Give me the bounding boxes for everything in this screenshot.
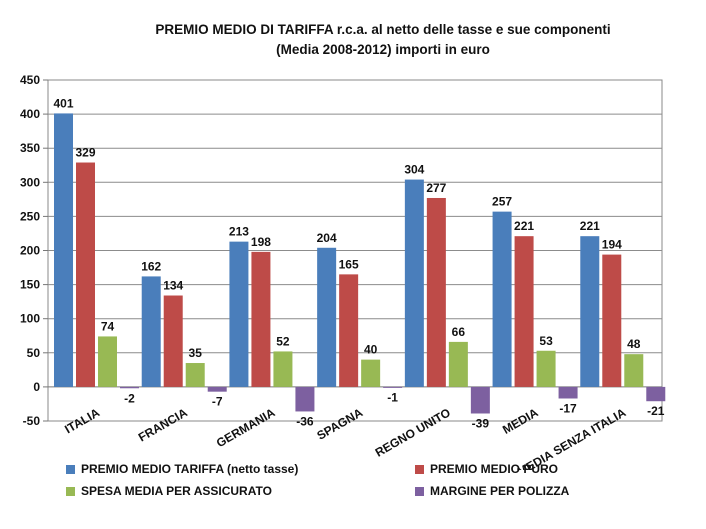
legend-label: SPESA MEDIA PER ASSICURATO <box>81 484 272 498</box>
data-label: 134 <box>163 279 183 293</box>
category-label: GERMANIA <box>214 405 278 450</box>
legend-item: PREMIO MEDIO TARIFFA (netto tasse) <box>66 462 298 476</box>
y-tick-label: 50 <box>27 346 41 360</box>
y-tick-label: 350 <box>20 141 40 155</box>
legend-item: SPESA MEDIA PER ASSICURATO <box>66 484 272 498</box>
legend-item: MARGINE PER POLIZZA <box>415 484 569 498</box>
data-label: 48 <box>627 337 641 351</box>
data-label: 74 <box>101 319 115 333</box>
bar <box>251 251 271 387</box>
legend-label: PREMIO MEDIO PURO <box>430 462 559 476</box>
bar <box>514 236 534 387</box>
bar <box>361 359 381 387</box>
bar <box>448 341 468 387</box>
bar <box>602 254 622 387</box>
bar <box>76 162 95 387</box>
data-label: 53 <box>539 334 553 348</box>
data-label: 40 <box>364 343 378 357</box>
legend-item: PREMIO MEDIO PURO <box>415 462 558 476</box>
legend-swatch <box>66 464 75 474</box>
data-label: 329 <box>75 146 95 160</box>
category-label: ITALIA <box>62 405 102 436</box>
category-label: REGNO UNITO <box>373 405 453 459</box>
data-label: 66 <box>452 325 466 339</box>
data-label: -21 <box>647 404 665 418</box>
chart-title-block: PREMIO MEDIO DI TARIFFA r.c.a. al netto … <box>60 20 706 60</box>
data-label: 165 <box>339 257 359 271</box>
y-tick-label: 450 <box>20 73 40 87</box>
bar <box>426 197 446 387</box>
y-tick-label: -50 <box>23 414 41 428</box>
data-label: 194 <box>602 238 622 252</box>
bar <box>229 241 249 387</box>
bar <box>120 386 139 389</box>
bar <box>273 351 293 387</box>
data-label: 257 <box>492 195 512 209</box>
data-label: -7 <box>212 395 223 409</box>
bar <box>404 179 424 387</box>
y-tick-label: 250 <box>20 209 40 223</box>
bar <box>98 336 117 387</box>
bar <box>295 386 315 412</box>
legend-label: MARGINE PER POLIZZA <box>430 484 570 498</box>
category-label: FRANCIA <box>136 405 190 444</box>
bar <box>624 354 644 387</box>
bar <box>317 247 337 387</box>
data-label: -1 <box>387 391 398 405</box>
data-label: 401 <box>53 96 73 110</box>
data-label: 221 <box>580 219 600 233</box>
data-label: -39 <box>472 416 490 430</box>
y-tick-label: 400 <box>20 107 40 121</box>
data-label: 162 <box>141 259 161 273</box>
data-label: 204 <box>317 231 337 245</box>
legend-label: PREMIO MEDIO TARIFFA (netto tasse) <box>81 462 299 476</box>
bar <box>185 363 205 387</box>
bar <box>339 274 359 387</box>
bar <box>141 276 161 387</box>
bar <box>383 386 403 388</box>
data-label: 213 <box>229 225 249 239</box>
bar <box>536 350 556 387</box>
y-tick-label: 300 <box>20 175 40 189</box>
bar <box>163 295 183 387</box>
data-label: 221 <box>514 219 534 233</box>
bar <box>580 236 600 387</box>
y-tick-label: 200 <box>20 244 40 258</box>
y-tick-label: 0 <box>33 380 40 394</box>
data-label: 277 <box>426 181 446 195</box>
bar <box>470 386 490 414</box>
data-label: 35 <box>189 346 203 360</box>
category-label: SPAGNA <box>314 405 365 443</box>
bar <box>207 386 227 392</box>
legend-swatch <box>415 486 424 496</box>
bar-chart: -50 0 50 100 150 200 250 300 350 400 450 401 329 74 -2… <box>20 73 666 470</box>
data-label: 52 <box>276 334 290 348</box>
legend-swatch <box>66 486 75 496</box>
data-label: -17 <box>559 401 577 415</box>
y-tick-label: 100 <box>20 312 40 326</box>
y-tick-label: 150 <box>20 278 40 292</box>
bar <box>558 386 578 399</box>
bar <box>54 113 73 387</box>
legend-swatch <box>415 464 424 474</box>
data-label: -2 <box>124 391 135 405</box>
data-label: 198 <box>251 235 271 249</box>
bar <box>646 386 666 402</box>
data-label: -36 <box>296 414 314 428</box>
data-label: 304 <box>404 163 424 177</box>
chart-title: PREMIO MEDIO DI TARIFFA r.c.a. al netto … <box>155 22 611 37</box>
chart-subtitle: (Media 2008-2012) importi in euro <box>276 42 490 57</box>
bar <box>492 211 512 387</box>
